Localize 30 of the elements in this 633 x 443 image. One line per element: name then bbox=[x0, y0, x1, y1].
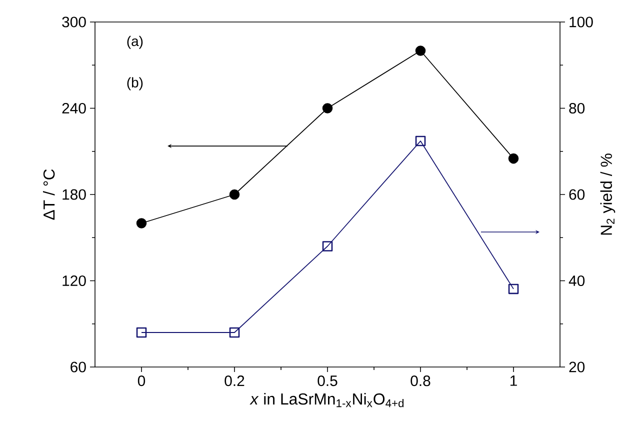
x-axis-title: x in LaSrMn$_{1-x}$Ni$_{x}$O$_{4+d}$ bbox=[250, 392, 404, 408]
y-axis-title: ΔT / °C bbox=[43, 169, 55, 220]
point bbox=[229, 189, 240, 200]
y-tick-label: 60 bbox=[70, 362, 86, 372]
y2-tick-label: 80 bbox=[569, 102, 585, 114]
point bbox=[136, 218, 147, 228]
point bbox=[415, 136, 426, 146]
y2-tick-label: 60 bbox=[569, 189, 585, 200]
y-tick-label: 180 bbox=[62, 189, 86, 200]
y2-tick-label: 20 bbox=[569, 362, 585, 372]
point bbox=[415, 46, 426, 56]
y2-tick-label: 100 bbox=[570, 16, 593, 28]
point bbox=[136, 327, 147, 338]
y-tick-label: 240 bbox=[62, 102, 86, 114]
y2-tick-label: 40 bbox=[568, 275, 585, 286]
x-tick-label: 0.8 bbox=[410, 376, 430, 386]
x-tick-label: 0.5 bbox=[318, 376, 338, 386]
point bbox=[508, 153, 519, 164]
point bbox=[322, 241, 333, 252]
annotation: (a) bbox=[127, 36, 143, 49]
y-tick-label: 300 bbox=[62, 16, 86, 28]
x-tick-label: 0 bbox=[138, 376, 146, 386]
point bbox=[508, 284, 519, 294]
point bbox=[322, 103, 333, 114]
x-tick-label: 0.2 bbox=[224, 376, 244, 386]
x-tick-label: 1 bbox=[510, 376, 517, 386]
annotation: (b) bbox=[127, 77, 143, 90]
y-tick-label: 120 bbox=[62, 275, 86, 286]
y2-axis-title: N$_{2}$ yield / % bbox=[600, 154, 616, 235]
point bbox=[229, 327, 240, 338]
